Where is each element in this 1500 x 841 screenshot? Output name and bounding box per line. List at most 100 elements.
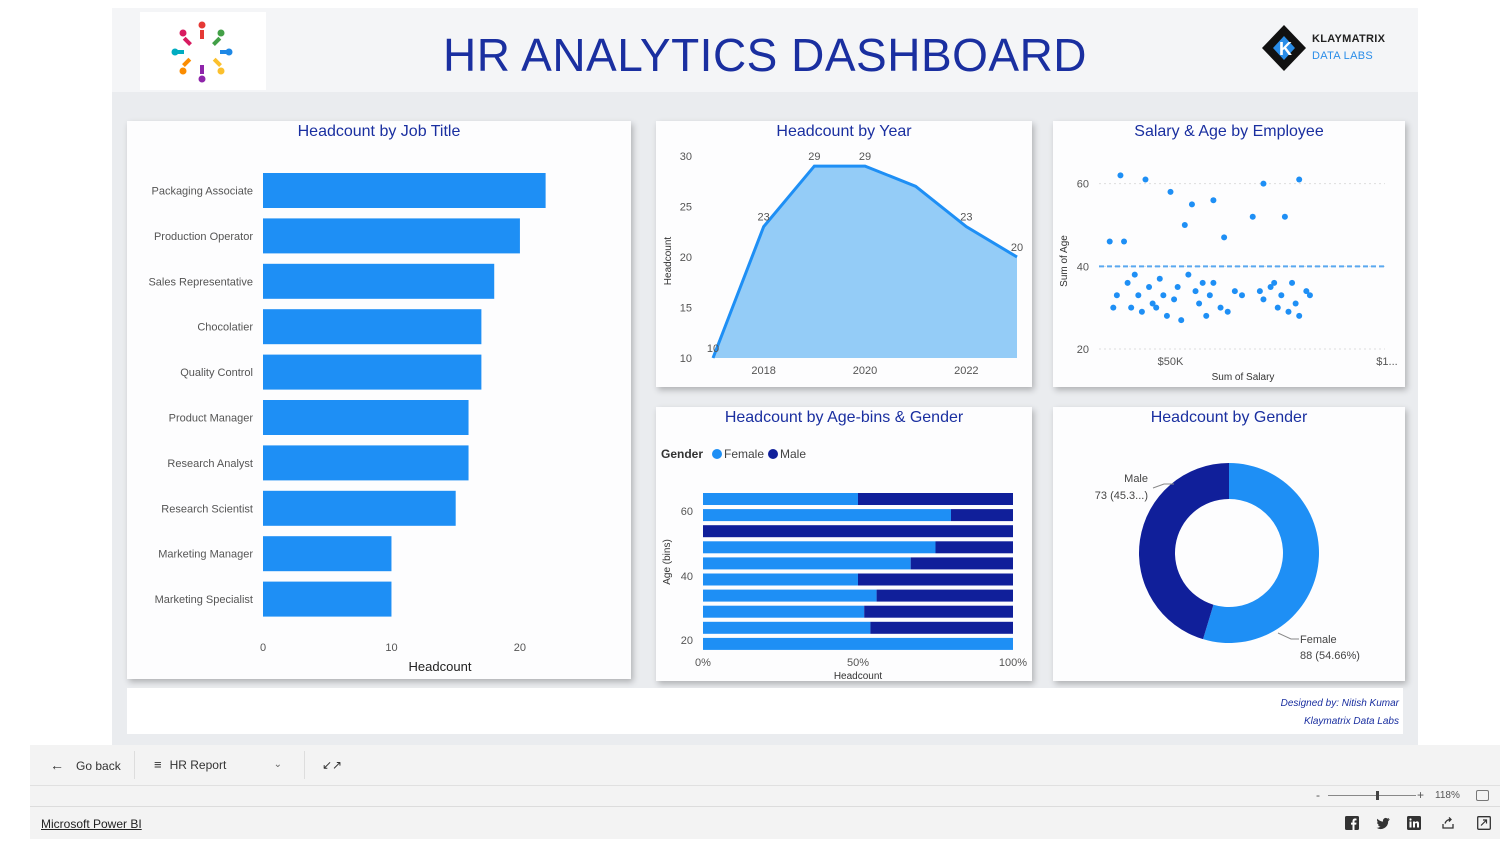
salary-x-tick: $1... — [1376, 356, 1397, 368]
year-card[interactable]: Headcount by Year 10 23 29 29 23 20 10 15 20 25 30… — [656, 121, 1032, 387]
salary-y-tick: 40 — [1077, 261, 1089, 273]
fullscreen-icon[interactable] — [1477, 816, 1491, 830]
year-data-label: 29 — [808, 151, 820, 163]
salary-point — [1285, 308, 1292, 315]
age-bar-male — [858, 493, 1013, 505]
job-title-bar — [263, 173, 546, 208]
salary-point — [1131, 271, 1138, 278]
age-y-axis-label: Age (bins) — [662, 539, 673, 585]
salary-y-axis-label: Sum of Age — [1059, 235, 1070, 287]
job-title-card[interactable]: Headcount by Job Title Packaging Associa… — [127, 121, 631, 679]
gender-slice-female — [1203, 463, 1319, 643]
year-data-label: 23 — [758, 212, 770, 224]
linkedin-icon[interactable] — [1407, 816, 1421, 830]
job-title-tick-label: Sales Representative — [148, 276, 253, 288]
salary-point — [1231, 288, 1238, 295]
job-title-x-axis-label: Headcount — [409, 659, 472, 674]
salary-point — [1124, 279, 1131, 286]
year-chart-title: Headcount by Year — [776, 123, 912, 140]
salary-card[interactable]: Salary & Age by Employee 20 40 60 $50K $1...… — [1053, 121, 1405, 387]
report-nav-bar: ← Go back ≡ HR Report ⌄ ↙↗ — [30, 745, 1500, 786]
salary-point — [1281, 213, 1288, 220]
age-y-tick: 60 — [681, 506, 693, 518]
footer: Microsoft Power BI — [30, 806, 1500, 839]
salary-point — [1206, 292, 1213, 299]
company-credit: Klaymatrix Data Labs — [1303, 716, 1399, 727]
salary-point — [1174, 284, 1181, 290]
report-pages-dropdown[interactable]: ≡ HR Report ⌄ — [154, 745, 294, 785]
salary-point — [1106, 238, 1113, 245]
year-data-label: 10 — [707, 343, 719, 355]
salary-point — [1146, 284, 1153, 290]
age-gender-card[interactable]: Headcount by Age-bins & Gender Gender Fem… — [656, 407, 1032, 681]
legend-female-label: Female — [724, 447, 764, 461]
salary-x-axis-label: Sum of Salary — [1212, 372, 1275, 383]
twitter-icon[interactable] — [1376, 816, 1390, 830]
salary-point — [1171, 296, 1178, 303]
zoom-slider-thumb[interactable] — [1376, 791, 1380, 800]
salary-point — [1117, 172, 1124, 179]
salary-point — [1221, 234, 1228, 241]
go-back-label: Go back — [76, 759, 121, 773]
share-icon[interactable] — [1441, 816, 1455, 830]
salary-point — [1149, 300, 1156, 307]
job-title-x-tick: 10 — [385, 642, 397, 654]
salary-point — [1188, 201, 1195, 208]
salary-point — [1278, 292, 1285, 299]
team-logo — [140, 12, 266, 90]
age-x-tick: 0% — [695, 657, 711, 669]
age-bar-male — [910, 557, 1013, 570]
fit-page-icon[interactable] — [1476, 790, 1489, 801]
salary-point — [1163, 312, 1170, 319]
salary-point — [1160, 292, 1167, 299]
list-icon: ≡ — [154, 757, 162, 772]
power-bi-link[interactable]: Microsoft Power BI — [41, 817, 142, 831]
salary-point — [1199, 279, 1206, 286]
gender-chart-title: Headcount by Gender — [1150, 409, 1308, 426]
salary-point — [1192, 288, 1199, 295]
brand-name: KLAYMATRIX — [1312, 33, 1386, 45]
go-back-button[interactable]: ← Go back — [50, 745, 121, 785]
salary-point — [1156, 275, 1163, 282]
job-title-tick-label: Marketing Manager — [158, 549, 253, 561]
salary-point — [1210, 197, 1217, 204]
job-title-tick-label: Chocolatier — [197, 322, 253, 334]
year-x-tick: 2022 — [954, 365, 978, 377]
salary-point — [1196, 300, 1203, 307]
collapse-button[interactable]: ↙↗ — [322, 745, 342, 785]
year-series-line — [711, 164, 1018, 359]
salary-point — [1306, 292, 1313, 299]
gender-card[interactable]: Headcount by Gender Female 88 (54.66%) Mal… — [1053, 407, 1405, 681]
age-bar-female — [703, 557, 911, 570]
year-y-tick: 10 — [680, 353, 692, 365]
year-x-tick: 2020 — [853, 365, 877, 377]
arrow-left-icon: ← — [50, 757, 64, 773]
nav-divider — [134, 751, 135, 779]
salary-point — [1267, 284, 1274, 290]
salary-point — [1274, 304, 1281, 311]
age-bar-female — [703, 493, 858, 505]
zoom-in-button[interactable]: + — [1417, 788, 1425, 802]
age-bar-male — [876, 589, 1013, 602]
salary-point — [1296, 176, 1303, 183]
salary-point — [1303, 288, 1310, 295]
salary-point — [1185, 271, 1192, 278]
nav-divider — [304, 751, 305, 779]
zoom-out-button[interactable]: - — [1316, 788, 1320, 802]
age-y-tick: 20 — [681, 635, 693, 647]
salary-point — [1260, 296, 1267, 303]
zoom-slider-track[interactable] — [1328, 791, 1416, 800]
salary-point — [1217, 304, 1224, 311]
age-bar-female — [703, 605, 865, 618]
male-slice-label: Male — [1124, 473, 1148, 485]
salary-point — [1260, 180, 1267, 187]
male-leader-line — [1152, 483, 1174, 489]
legend-male-label: Male — [780, 447, 806, 461]
facebook-icon[interactable] — [1345, 816, 1359, 830]
age-x-tick: 100% — [999, 657, 1027, 669]
salary-x-tick: $50K — [1158, 356, 1184, 368]
job-title-bar — [263, 581, 392, 617]
gender-chart: Female 88 (54.66%) Male 73 (45.3...) — [1095, 463, 1360, 662]
job-title-bar — [263, 490, 456, 526]
job-title-bar — [263, 536, 392, 572]
